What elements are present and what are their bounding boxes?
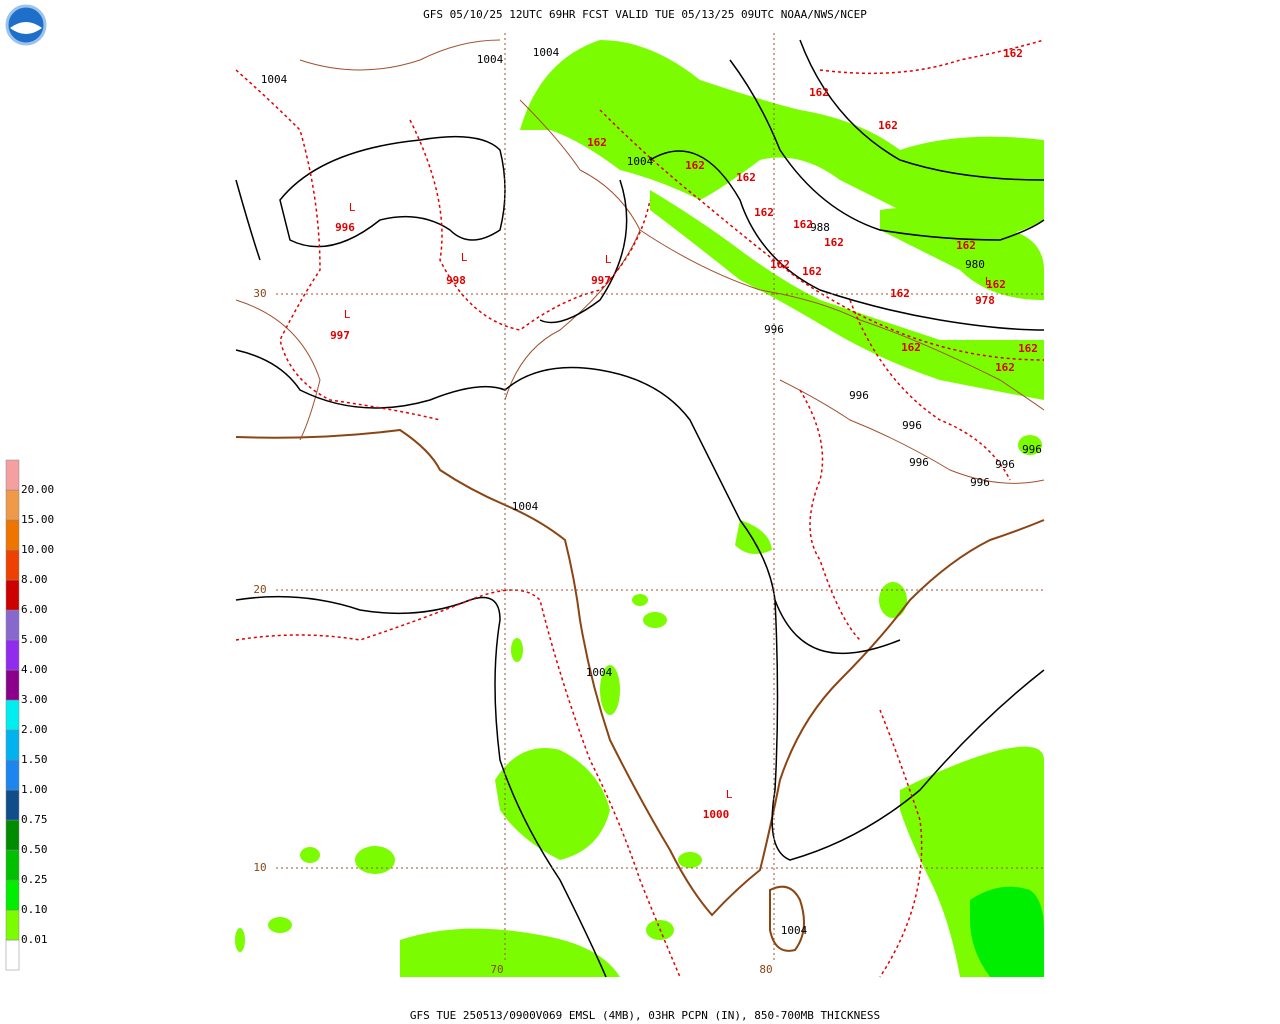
- lon-label: 70: [490, 963, 503, 976]
- borders: [235, 39, 1045, 484]
- low-value: 997: [330, 329, 350, 342]
- noaa-logo-bird: [10, 22, 42, 34]
- low-marker: L: [344, 308, 351, 321]
- thickness-label: 162: [878, 119, 898, 132]
- thickness-label: 162: [802, 265, 822, 278]
- legend-swatch: [5, 909, 20, 941]
- legend-label: 0.50: [21, 843, 48, 856]
- legend-swatch: [5, 699, 20, 731]
- thickness-label: 162: [793, 218, 813, 231]
- legend-swatch: [5, 759, 20, 791]
- isobar-label: 996: [902, 419, 922, 432]
- lat-label: 20: [253, 583, 266, 596]
- thickness-label: 162: [685, 159, 705, 172]
- thickness-label: 162: [1003, 47, 1023, 60]
- isobar-label: 1004: [781, 924, 808, 937]
- legend-swatch: [5, 669, 20, 701]
- precip-areas: [235, 40, 1044, 977]
- legend-swatch: [5, 729, 20, 761]
- legend-swatch: [5, 939, 20, 971]
- legend-swatch: [5, 849, 20, 881]
- legend-label: 0.01: [21, 933, 48, 946]
- thickness-label: 162: [995, 361, 1015, 374]
- lon-label: 80: [759, 963, 772, 976]
- low-marker: L: [605, 253, 612, 266]
- legend-swatch: [5, 489, 20, 521]
- legend-label: 3.00: [21, 693, 48, 706]
- isobar-label: 1004: [261, 73, 288, 86]
- legend-swatch: [5, 579, 20, 611]
- legend-swatch: [5, 459, 20, 491]
- thickness-label: 162: [587, 136, 607, 149]
- isobars: [235, 39, 1045, 978]
- lat-label: 30: [253, 287, 266, 300]
- low-value: 998: [446, 274, 466, 287]
- isobar-label: 988: [810, 221, 830, 234]
- legend-label: 20.00: [21, 483, 54, 496]
- thickness-contours: [235, 39, 1045, 978]
- legend-swatch: [5, 879, 20, 911]
- isobar-label: 996: [764, 323, 784, 336]
- isobar-label: 996: [909, 456, 929, 469]
- low-marker: L: [985, 275, 992, 288]
- thickness-label: 162: [736, 171, 756, 184]
- legend-label: 0.10: [21, 903, 48, 916]
- coastline: [235, 428, 1045, 952]
- thickness-label: 162: [986, 278, 1006, 291]
- legend-label: 1.00: [21, 783, 48, 796]
- isobar-label: 1004: [627, 155, 654, 168]
- isobar-label: 980: [965, 258, 985, 271]
- lat-label: 10: [253, 861, 266, 874]
- low-marker: L: [349, 201, 356, 214]
- isobar-label: 996: [995, 458, 1015, 471]
- low-value: 978: [975, 294, 995, 307]
- map-title: GFS 05/10/25 12UTC 69HR FCST VALID TUE 0…: [423, 8, 867, 21]
- legend-label: 2.00: [21, 723, 48, 736]
- low-value: 1000: [703, 808, 730, 821]
- legend-label: 4.00: [21, 663, 48, 676]
- legend-label: 1.50: [21, 753, 48, 766]
- low-marker: L: [461, 251, 468, 264]
- legend-swatch: [5, 639, 20, 671]
- thickness-label: 162: [901, 341, 921, 354]
- low-value: 997: [591, 274, 611, 287]
- isobar-label: 996: [970, 476, 990, 489]
- legend-swatch: [5, 549, 20, 581]
- isobar-label: 1004: [512, 500, 539, 513]
- legend-label: 10.00: [21, 543, 54, 556]
- legend-label: 8.00: [21, 573, 48, 586]
- legend-label: 0.75: [21, 813, 48, 826]
- isobar-label: 1004: [477, 53, 504, 66]
- isobar-label: 996: [849, 389, 869, 402]
- legend-swatch: [5, 819, 20, 851]
- map-area: 30 20 10 70 80 L L L L L L 996 998 997 997 1000 978 1004 1…: [235, 33, 1045, 978]
- isobar-label: 1004: [586, 666, 613, 679]
- thickness-label: 162: [890, 287, 910, 300]
- thickness-label: 162: [754, 206, 774, 219]
- low-marker: L: [726, 788, 733, 801]
- low-value: 996: [335, 221, 355, 234]
- thickness-label: 162: [770, 258, 790, 271]
- legend-label: 6.00: [21, 603, 48, 616]
- legend-label: 5.00: [21, 633, 48, 646]
- legend: 0.01 0.10 0.25 0.50 0.75 1.00 1.50 2.00 3.00 4.00…: [5, 459, 54, 971]
- thickness-label: 162: [809, 86, 829, 99]
- legend-swatch: [5, 789, 20, 821]
- graticule: [276, 33, 1044, 962]
- legend-swatch: [5, 519, 20, 551]
- map-caption: GFS TUE 250513/0900V069 EMSL (4MB), 03HR…: [410, 1009, 880, 1022]
- thickness-label: 162: [1018, 342, 1038, 355]
- isobar-label: 1004: [533, 46, 560, 59]
- thickness-label: 162: [824, 236, 844, 249]
- legend-label: 0.25: [21, 873, 48, 886]
- legend-swatch: [5, 609, 20, 641]
- thickness-label: 162: [956, 239, 976, 252]
- isobar-label: 996: [1022, 443, 1042, 456]
- legend-label: 15.00: [21, 513, 54, 526]
